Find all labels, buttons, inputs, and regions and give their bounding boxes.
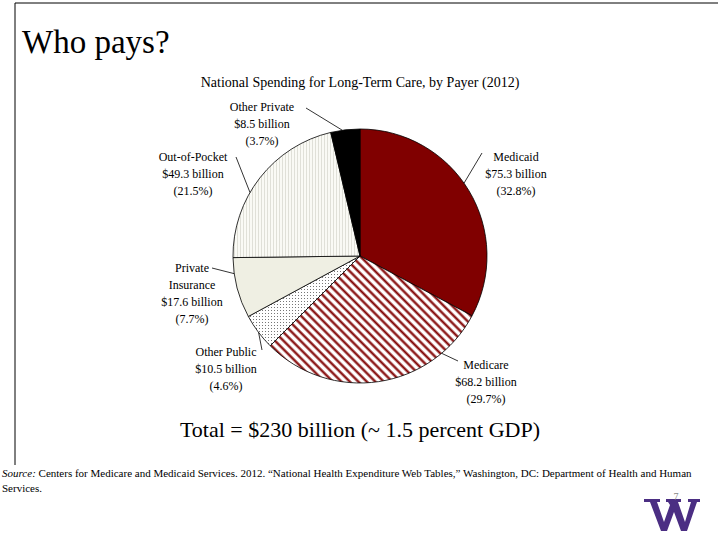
amount-label: $68.2 billion bbox=[455, 375, 516, 389]
total-note: Total = $230 billion (~ 1.5 percent GDP) bbox=[180, 417, 540, 442]
amount-label: $49.3 billion bbox=[162, 167, 223, 181]
data-labels: Medicaid $75.3 billion (32.8%) Medicare $68.… bbox=[159, 100, 547, 406]
leader-line bbox=[259, 332, 262, 350]
leader-line bbox=[212, 268, 234, 274]
source-note: Source: Centers for Medicare and Medicai… bbox=[2, 466, 716, 496]
page-number: 7 bbox=[674, 491, 679, 502]
source-text: Centers for Medicare and Medicaid Servic… bbox=[2, 467, 692, 494]
amount-label: $17.6 billion bbox=[161, 295, 222, 309]
percent-label: (7.7%) bbox=[176, 312, 209, 326]
category-label: Medicare bbox=[463, 358, 508, 372]
slide-frame bbox=[15, 3, 718, 465]
category-label: Medicaid bbox=[493, 150, 538, 164]
leader-line bbox=[464, 153, 482, 183]
percent-label: (32.8%) bbox=[497, 184, 536, 198]
slide: Who pays? National Spending for Long-Term… bbox=[0, 0, 720, 540]
category-label: Other Private bbox=[230, 100, 294, 114]
pie-slice bbox=[331, 129, 360, 256]
percent-label: (3.7%) bbox=[246, 134, 279, 148]
amount-label: $10.5 billion bbox=[195, 362, 256, 376]
amount-label: $75.3 billion bbox=[485, 167, 546, 181]
category-label: Other Public bbox=[196, 345, 257, 359]
pie-slice bbox=[233, 256, 360, 316]
percent-label: (21.5%) bbox=[174, 184, 213, 198]
amount-label: $8.5 billion bbox=[234, 117, 289, 131]
chart-title: National Spending for Long-Term Care, by… bbox=[201, 75, 520, 91]
logo bbox=[644, 499, 700, 531]
category-label: Out-of-Pocket bbox=[159, 150, 228, 164]
percent-label: (4.6%) bbox=[210, 379, 243, 393]
leader-line bbox=[236, 157, 250, 193]
leader-line bbox=[306, 108, 342, 130]
leader-line bbox=[442, 353, 458, 361]
source-label: Source: bbox=[2, 467, 36, 479]
category-label: PrivateInsurance bbox=[169, 261, 216, 292]
percent-label: (29.7%) bbox=[467, 392, 506, 406]
pie bbox=[233, 129, 487, 383]
heading: Who pays? bbox=[22, 24, 170, 60]
